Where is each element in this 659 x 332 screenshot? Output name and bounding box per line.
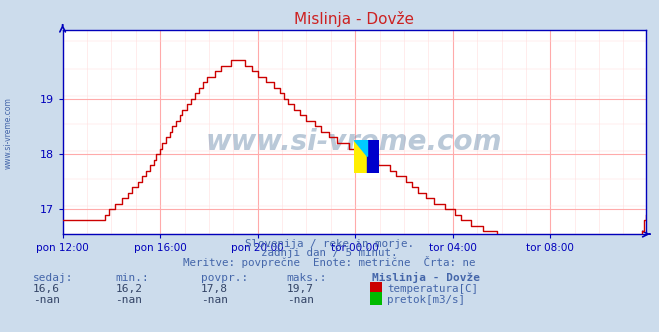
Text: 19,7: 19,7	[287, 284, 314, 294]
Text: -nan: -nan	[201, 295, 228, 305]
Bar	[355, 139, 366, 173]
Text: sedaj:: sedaj:	[33, 273, 73, 283]
Bar	[366, 139, 380, 173]
Text: zadnji dan / 5 minut.: zadnji dan / 5 minut.	[261, 248, 398, 258]
Text: www.si-vreme.com: www.si-vreme.com	[4, 97, 13, 169]
Text: 16,2: 16,2	[115, 284, 142, 294]
Text: temperatura[C]: temperatura[C]	[387, 284, 478, 294]
Text: min.:: min.:	[115, 273, 149, 283]
Text: Meritve: povprečne  Enote: metrične  Črta: ne: Meritve: povprečne Enote: metrične Črta:…	[183, 256, 476, 268]
Text: povpr.:: povpr.:	[201, 273, 248, 283]
Text: -nan: -nan	[33, 295, 60, 305]
Text: 17,8: 17,8	[201, 284, 228, 294]
Text: maks.:: maks.:	[287, 273, 327, 283]
Text: 16,6: 16,6	[33, 284, 60, 294]
Text: -nan: -nan	[287, 295, 314, 305]
Text: pretok[m3/s]: pretok[m3/s]	[387, 295, 465, 305]
Text: Slovenija / reke in morje.: Slovenija / reke in morje.	[245, 239, 414, 249]
Text: www.si-vreme.com: www.si-vreme.com	[206, 128, 502, 156]
Text: Mislinja - Dovže: Mislinja - Dovže	[372, 272, 480, 283]
Title: Mislinja - Dovže: Mislinja - Dovže	[294, 11, 415, 27]
Text: -nan: -nan	[115, 295, 142, 305]
Polygon shape	[355, 139, 366, 156]
